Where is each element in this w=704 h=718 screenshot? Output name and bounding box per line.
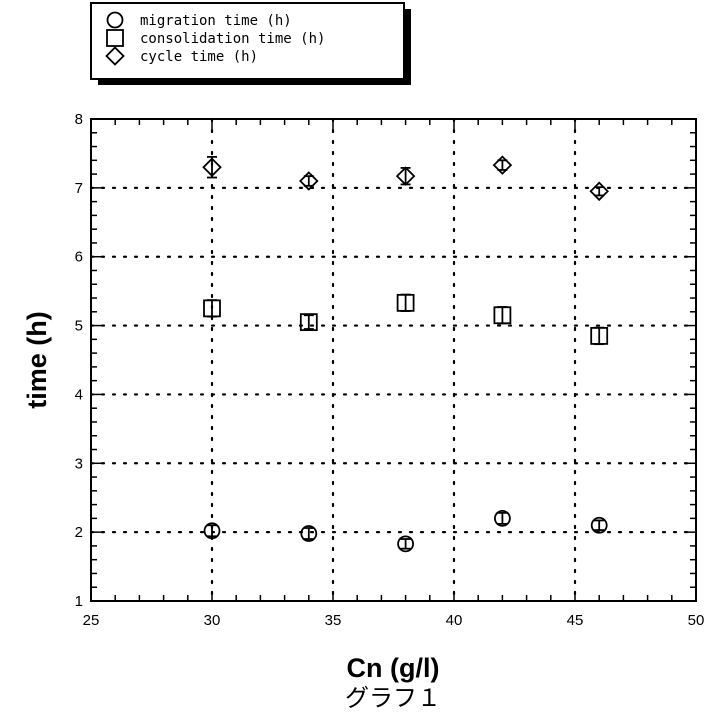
legend-box (90, 2, 405, 80)
data-point-square (203, 299, 221, 318)
data-point-square (493, 306, 512, 325)
data-point-diamond (589, 181, 609, 202)
marker-diamond (492, 155, 513, 175)
y-tick-label: 6 (75, 249, 83, 266)
legend-label: consolidation time (h) (140, 31, 325, 47)
data-point-diamond (492, 155, 513, 175)
x-tick-label: 45 (567, 612, 584, 629)
x-tick-labels: 25 30 35 40 45 50 (83, 612, 704, 629)
data-point-diamond (299, 171, 319, 191)
marker-square (299, 313, 318, 332)
marker-circle (590, 516, 608, 534)
data-point-circle (590, 516, 608, 534)
x-tick-label: 50 (688, 612, 704, 629)
marker-square (590, 326, 609, 345)
y-tick-label: 1 (75, 593, 83, 610)
legend-marker-square (106, 29, 124, 47)
data-point-square (396, 293, 415, 313)
marker-square (493, 306, 512, 325)
marker-diamond (299, 171, 319, 191)
y-tick-label: 5 (75, 318, 83, 335)
marker-circle (397, 535, 415, 553)
x-tick-label: 25 (83, 612, 100, 629)
x-axis-label: Cn (g/l) (347, 653, 440, 683)
data-point-circle (397, 535, 415, 553)
grid (89, 117, 698, 603)
y-tick-label: 2 (75, 524, 83, 541)
y-tick-label: 8 (75, 111, 83, 128)
marker-diamond (589, 181, 609, 202)
data-point-circle (493, 509, 511, 527)
x-tick-label: 40 (446, 612, 463, 629)
legend-marker-diamond (105, 46, 125, 66)
marker-square (203, 299, 221, 318)
data-point-diamond (202, 155, 222, 179)
legend-label: cycle time (h) (140, 49, 258, 65)
data-marks (202, 155, 609, 553)
data-point-diamond (395, 166, 416, 186)
plot-frame (90, 118, 697, 602)
marker-circle (493, 509, 511, 527)
data-point-circle (203, 522, 221, 540)
data-point-square (299, 313, 318, 332)
x-tick-label: 30 (204, 612, 221, 629)
y-tick-labels: 1 2 3 4 5 6 7 8 (75, 111, 83, 610)
y-tick-label: 3 (75, 455, 83, 472)
y-tick-label: 7 (75, 180, 83, 197)
legend-marker-circle (106, 11, 124, 29)
marker-square (396, 293, 415, 312)
data-point-square (590, 326, 609, 346)
data-point-circle (300, 525, 318, 542)
x-tick-label: 35 (325, 612, 342, 629)
legend: migration time (h) consolidation time (h)… (90, 2, 411, 85)
marker-diamond (395, 166, 416, 186)
marker-diamond (202, 157, 222, 177)
chart-caption: グラフ１ (345, 684, 441, 712)
y-axis-label: time (h) (22, 311, 52, 409)
y-tick-label: 4 (75, 386, 83, 403)
marker-circle (203, 522, 221, 540)
marker-circle (300, 525, 318, 542)
legend-label: migration time (h) (140, 13, 292, 29)
